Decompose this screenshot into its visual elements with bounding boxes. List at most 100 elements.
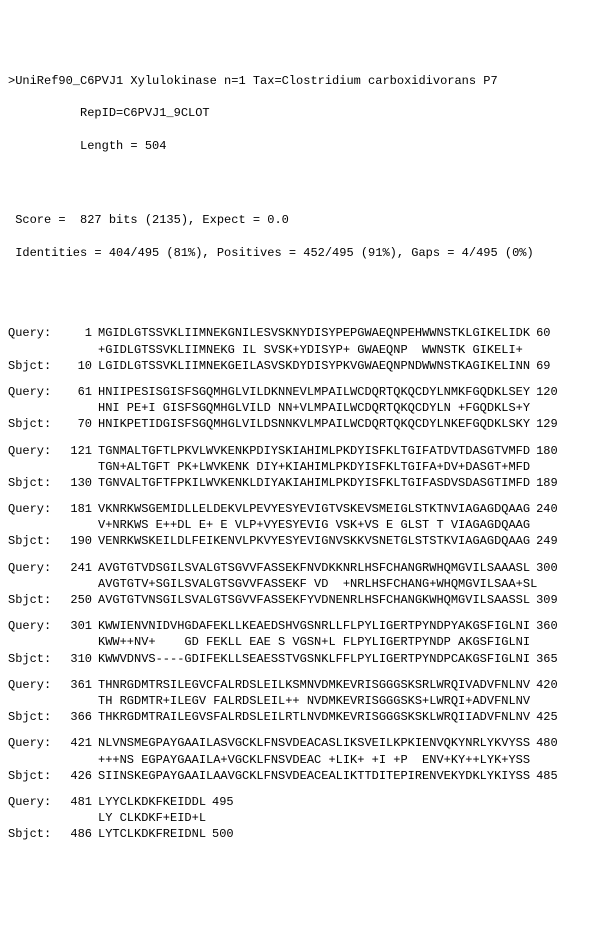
consensus-pad <box>8 576 98 592</box>
consensus-seq: LY CLKDKF+EID+L <box>98 810 206 826</box>
consensus-pad <box>8 459 98 475</box>
consensus-row: +++NS EGPAYGAAILA+VGCKLFNSVDEAC +LIK+ +I… <box>8 752 607 768</box>
query-label: Query: <box>8 618 64 634</box>
consensus-pad <box>8 634 98 650</box>
sbjct-row: Sbjct:310KWWVDNVS----GDIFEKLLSEAESSTVGSN… <box>8 651 607 667</box>
query-seq: LYYCLKDKFKEIDDL <box>98 794 206 810</box>
query-label: Query: <box>8 677 64 693</box>
sbjct-end: 129 <box>530 416 558 432</box>
alignment-block: Query:61HNIIPESISGISFSGQMHGLVILDKNNEVLMP… <box>8 384 607 433</box>
query-row: Query:421NLVNSMEGPAYGAAILASVGCKLFNSVDEAC… <box>8 735 607 751</box>
query-start: 481 <box>64 794 98 810</box>
query-start: 421 <box>64 735 98 751</box>
query-start: 1 <box>64 325 98 341</box>
sbjct-seq: KWWVDNVS----GDIFEKLLSEAESSTVGSNKLFFLPYLI… <box>98 651 530 667</box>
sbjct-seq: LGIDLGTSSVKLIIMNEKGEILASVSKDYDISYPKVGWAE… <box>98 358 530 374</box>
sbjct-label: Sbjct: <box>8 826 64 842</box>
query-seq: KWWIENVNIDVHGDAFEKLLKEAEDSHVGSNRLLFLPYLI… <box>98 618 530 634</box>
query-seq: AVGTGTVDSGILSVALGTSGVVFASSEKFNVDKKNRLHSF… <box>98 560 530 576</box>
header-title-line: >UniRef90_C6PVJ1 Xylulokinase n=1 Tax=Cl… <box>8 73 607 89</box>
consensus-pad <box>8 752 98 768</box>
consensus-seq: HNI PE+I GISFSGQMHGLVILD NN+VLMPAILWCDQR… <box>98 400 530 416</box>
query-label: Query: <box>8 325 64 341</box>
consensus-row: KWW++NV+ GD FEKLL EAE S VGSN+L FLPYLIGER… <box>8 634 607 650</box>
consensus-seq: +GIDLGTSSVKLIIMNEKG IL SVSK+YDISYP+ GWAE… <box>98 342 530 358</box>
query-end: 420 <box>530 677 558 693</box>
query-seq: VKNRKWSGEMIDLLELDEKVLPEVYESYEVIGTVSKEVSM… <box>98 501 530 517</box>
sbjct-start: 10 <box>64 358 98 374</box>
sbjct-end: 485 <box>530 768 558 784</box>
sbjct-label: Sbjct: <box>8 592 64 608</box>
query-row: Query:481LYYCLKDKFKEIDDL495 <box>8 794 607 810</box>
consensus-row: AVGTGTV+SGILSVALGTSGVVFASSEKF VD +NRLHSF… <box>8 576 607 592</box>
query-start: 301 <box>64 618 98 634</box>
sbjct-row: Sbjct:426SIINSKEGPAYGAAILAAVGCKLFNSVDEAC… <box>8 768 607 784</box>
alignment-block: Query:181VKNRKWSGEMIDLLELDEKVLPEVYESYEVI… <box>8 501 607 550</box>
consensus-pad <box>8 400 98 416</box>
consensus-seq: +++NS EGPAYGAAILA+VGCKLFNSVDEAC +LIK+ +I… <box>98 752 530 768</box>
consensus-seq: AVGTGTV+SGILSVALGTSGVVFASSEKF VD +NRLHSF… <box>98 576 537 592</box>
query-end: 120 <box>530 384 558 400</box>
query-end: 360 <box>530 618 558 634</box>
sbjct-end: 365 <box>530 651 558 667</box>
query-label: Query: <box>8 794 64 810</box>
sbjct-row: Sbjct:486LYTCLKDKFREIDNL500 <box>8 826 607 842</box>
sbjct-label: Sbjct: <box>8 768 64 784</box>
sbjct-start: 250 <box>64 592 98 608</box>
sbjct-row: Sbjct:190VENRKWSKEILDLFEIKENVLPKVYESYEVI… <box>8 533 607 549</box>
sbjct-seq: HNIKPETIDGISFSGQMHGLVILDSNNKVLMPAILWCDQR… <box>98 416 530 432</box>
sbjct-end: 69 <box>530 358 550 374</box>
sbjct-seq: VENRKWSKEILDLFEIKENVLPKVYESYEVIGNVSKKVSN… <box>98 533 530 549</box>
query-end: 240 <box>530 501 558 517</box>
query-start: 361 <box>64 677 98 693</box>
consensus-pad <box>8 810 98 826</box>
consensus-row: V+NRKWS E++DL E+ E VLP+VYESYEVIG VSK+VS … <box>8 517 607 533</box>
query-seq: HNIIPESISGISFSGQMHGLVILDKNNEVLMPAILWCDQR… <box>98 384 530 400</box>
sbjct-seq: TGNVALTGFTFPKILWVKENKLDIYAKIAHIMLPKDYISF… <box>98 475 530 491</box>
sbjct-start: 130 <box>64 475 98 491</box>
query-start: 181 <box>64 501 98 517</box>
query-label: Query: <box>8 384 64 400</box>
sbjct-label: Sbjct: <box>8 358 64 374</box>
header-length-line: Length = 504 <box>8 138 607 154</box>
alignment-block: Query:121TGNMALTGFTLPKVLWVKENKPDIYSKIAHI… <box>8 443 607 492</box>
consensus-row: TGN+ALTGFT PK+LWVKENK DIY+KIAHIMLPKDYISF… <box>8 459 607 475</box>
query-row: Query:241AVGTGTVDSGILSVALGTSGVVFASSEKFNV… <box>8 560 607 576</box>
alignment-block: Query:421NLVNSMEGPAYGAAILASVGCKLFNSVDEAC… <box>8 735 607 784</box>
query-seq: NLVNSMEGPAYGAAILASVGCKLFNSVDEACASLIKSVEI… <box>98 735 530 751</box>
query-row: Query:61HNIIPESISGISFSGQMHGLVILDKNNEVLMP… <box>8 384 607 400</box>
consensus-pad <box>8 693 98 709</box>
sbjct-label: Sbjct: <box>8 475 64 491</box>
consensus-row: TH RGDMTR+ILEGV FALRDSLEIL++ NVDMKEVRISG… <box>8 693 607 709</box>
alignment-block: Query:361THNRGDMTRSILEGVCFALRDSLEILKSMNV… <box>8 677 607 726</box>
sbjct-seq: SIINSKEGPAYGAAILAAVGCKLFNSVDEACEALIKTTDI… <box>98 768 530 784</box>
query-end: 60 <box>530 325 550 341</box>
sbjct-end: 189 <box>530 475 558 491</box>
query-seq: TGNMALTGFTLPKVLWVKENKPDIYSKIAHIMLPKDYISF… <box>98 443 530 459</box>
consensus-row: +GIDLGTSSVKLIIMNEKG IL SVSK+YDISYP+ GWAE… <box>8 342 607 358</box>
sbjct-label: Sbjct: <box>8 651 64 667</box>
query-label: Query: <box>8 443 64 459</box>
query-row: Query:1MGIDLGTSSVKLIIMNEKGNILESVSKNYDISY… <box>8 325 607 341</box>
consensus-seq: TH RGDMTR+ILEGV FALRDSLEIL++ NVDMKEVRISG… <box>98 693 530 709</box>
sbjct-seq: LYTCLKDKFREIDNL <box>98 826 206 842</box>
consensus-row: HNI PE+I GISFSGQMHGLVILD NN+VLMPAILWCDQR… <box>8 400 607 416</box>
query-start: 61 <box>64 384 98 400</box>
query-label: Query: <box>8 735 64 751</box>
sbjct-label: Sbjct: <box>8 416 64 432</box>
sbjct-end: 500 <box>206 826 234 842</box>
sbjct-start: 70 <box>64 416 98 432</box>
alignment-block: Query:1MGIDLGTSSVKLIIMNEKGNILESVSKNYDISY… <box>8 325 607 374</box>
alignment-block: Query:241AVGTGTVDSGILSVALGTSGVVFASSEKFNV… <box>8 560 607 609</box>
sbjct-seq: AVGTGTVNSGILSVALGTSGVVFASSEKFYVDNENRLHSF… <box>98 592 530 608</box>
query-end: 300 <box>530 560 558 576</box>
sbjct-end: 249 <box>530 533 558 549</box>
query-row: Query:181VKNRKWSGEMIDLLELDEKVLPEVYESYEVI… <box>8 501 607 517</box>
query-row: Query:361THNRGDMTRSILEGVCFALRDSLEILKSMNV… <box>8 677 607 693</box>
query-row: Query:301KWWIENVNIDVHGDAFEKLLKEAEDSHVGSN… <box>8 618 607 634</box>
sbjct-end: 309 <box>530 592 558 608</box>
consensus-seq: TGN+ALTGFT PK+LWVKENK DIY+KIAHIMLPKDYISF… <box>98 459 530 475</box>
consensus-pad <box>8 517 98 533</box>
consensus-seq: KWW++NV+ GD FEKLL EAE S VGSN+L FLPYLIGER… <box>98 634 530 650</box>
query-end: 495 <box>206 794 234 810</box>
